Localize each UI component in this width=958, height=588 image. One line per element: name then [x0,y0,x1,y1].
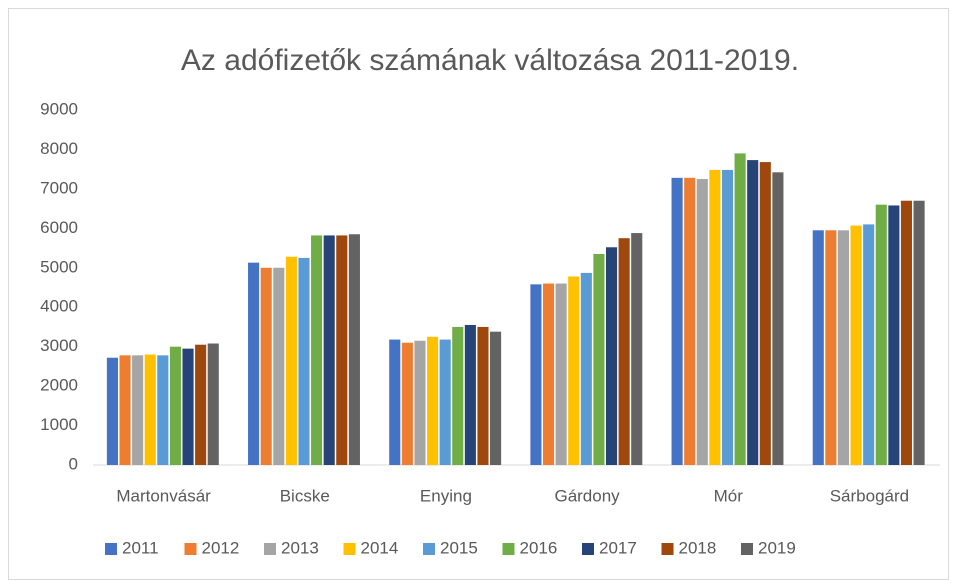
y-tick-label: 3000 [40,336,78,355]
legend-swatch [343,543,356,555]
chart-border [8,8,949,580]
x-tick-label: Martonvásár [116,486,211,505]
bar [182,348,194,465]
legend-label: 2016 [520,538,558,557]
bar [207,343,219,465]
legend-swatch [105,543,117,555]
legend-swatch [582,543,594,555]
bar [464,324,476,465]
bar [273,267,285,465]
y-tick-label: 5000 [40,257,78,276]
legend-label: 2012 [202,538,240,557]
bar [863,224,875,465]
bar [888,205,900,465]
bar [759,162,771,466]
legend-swatch [423,543,435,555]
bar [119,355,131,465]
bar [696,179,708,465]
x-tick-label: Mór [714,486,744,505]
bar [144,354,156,465]
bar [285,256,297,465]
bar [671,177,683,465]
y-tick-label: 7000 [40,178,78,197]
bar [452,326,464,465]
bar [875,204,887,465]
bar [825,230,837,465]
legend-label: 2011 [122,538,159,557]
bar [618,238,630,465]
bar [542,283,555,465]
bar [580,272,592,465]
legend-label: 2013 [281,538,319,557]
bar [721,169,734,465]
y-tick-label: 0 [69,454,78,473]
legend-swatch [502,543,515,555]
legend-swatch [264,543,276,555]
y-tick-label: 2000 [40,376,78,395]
bar [132,355,144,465]
bar [900,200,913,465]
y-tick-label: 9000 [40,99,78,118]
bar [195,344,207,465]
bar [389,339,401,465]
bar [631,233,643,465]
bar [568,276,580,465]
bar [684,177,696,465]
chart-title: Az adófizetők számának változása 2011-20… [181,44,799,77]
bar [555,283,567,465]
bar [414,340,426,465]
bar [157,355,169,465]
x-tick-label: Bicske [280,486,330,505]
x-tick-label: Sárbogárd [830,486,909,505]
x-tick-label: Gárdony [554,486,620,505]
legend-swatch [661,543,674,555]
bar [709,169,721,465]
bar [298,257,310,465]
y-tick-label: 4000 [40,297,78,316]
bar [401,342,413,465]
x-tick-label: Enying [420,486,472,505]
bar [323,235,335,465]
bar [605,247,618,465]
bar [837,230,850,465]
bar [747,160,759,465]
bar [772,172,784,466]
bar [106,357,118,465]
bar [593,253,605,465]
bar [734,153,746,465]
y-tick-label: 1000 [40,415,78,434]
bar [311,235,323,465]
bar [530,284,542,465]
bar [336,235,348,465]
legend-label: 2018 [679,538,717,557]
bar [812,230,824,465]
legend-label: 2019 [758,538,796,557]
legend-swatch [184,543,197,555]
bar [169,346,181,465]
bar [913,200,925,465]
bar [348,234,360,465]
bar [490,331,502,465]
bar [439,339,451,465]
legend-label: 2015 [440,538,478,557]
bar [477,326,489,465]
bar [260,267,272,465]
y-tick-label: 8000 [40,139,78,158]
bar [427,336,439,465]
y-tick-label: 6000 [40,218,78,237]
legend-label: 2017 [599,538,637,557]
bar [248,262,260,465]
bar [850,225,862,465]
legend-label: 2014 [361,538,399,557]
legend-swatch [741,543,753,555]
